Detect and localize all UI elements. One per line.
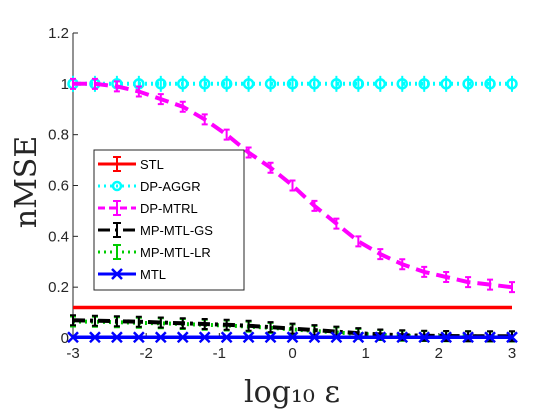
series-dp-mtrl-point [91, 77, 98, 90]
series-mtl-point [396, 331, 409, 344]
x-tick-label: 1 [361, 345, 369, 362]
series-mtl-point [89, 331, 101, 344]
series-dp-mtrl-point [399, 258, 406, 271]
series-mtl-point [154, 331, 167, 344]
legend-item-mp-mtl-lr-marker [113, 244, 121, 260]
series-dp-mtrl-point [245, 146, 252, 159]
series-dp-mtrl-point [157, 93, 164, 106]
legend: STL DP-AGGR DP-MTRL MP-MTL-GS MP-MTL-LR MTL [93, 149, 245, 291]
series-dp-mtrl-point [311, 199, 318, 212]
series-mtl-point [132, 331, 145, 344]
legend-item-mp-mtl-gs-marker [113, 222, 121, 238]
series-mtl-point [264, 331, 277, 344]
series-dp-mtrl-point [355, 235, 362, 248]
series-mtl-point [220, 331, 233, 344]
series-dp-mtrl-point [179, 100, 186, 113]
series-dp-mtrl-point [267, 161, 274, 174]
series-mtl-point [330, 331, 343, 344]
series-mp-mtl-gs-point [113, 315, 120, 328]
series-mtl-point [286, 331, 299, 344]
series-dp-mtrl-point [509, 281, 515, 294]
series-mtl-point [506, 331, 518, 344]
axes: -3 -2 -1 0 1 2 3 0 0.2 0.4 0.6 0.8 1 1.2 [48, 25, 516, 362]
series-mtl-point [484, 331, 496, 344]
y-tick-label: 1.2 [48, 25, 69, 42]
series-dp-mtrl-point [421, 265, 428, 278]
series-mtl-point [440, 331, 453, 344]
series-mp-mtl-gs-point [201, 318, 208, 331]
series-dp-mtrl-point [135, 85, 142, 98]
series-mtl-point [242, 331, 255, 344]
legend-item-mtl: MTL [98, 267, 166, 282]
x-tick-label: -1 [213, 345, 226, 362]
legend-item-stl-marker [113, 156, 121, 172]
series-dp-mtrl-point [443, 271, 450, 283]
legend-item-stl-label: STL [140, 157, 164, 172]
legend-item-dp-aggr-marker [111, 180, 123, 192]
legend-item-mtl-marker [111, 268, 123, 280]
legend-box [93, 149, 245, 291]
y-tick-label: 0 [61, 330, 69, 347]
legend-item-dp-mtrl: DP-MTRL [98, 200, 198, 216]
y-tick-label: 0.2 [48, 279, 69, 296]
series-dp-mtrl-point [377, 248, 384, 261]
x-tick-label: 3 [508, 345, 516, 362]
series-mtl [67, 331, 518, 344]
series-dp-mtrl-point [113, 80, 120, 93]
legend-item-mp-mtl-lr: MP-MTL-LR [98, 244, 211, 260]
series-mtl-point [418, 331, 431, 344]
series-mp-mtl-gs-point [245, 319, 252, 332]
legend-item-stl: STL [98, 156, 164, 172]
legend-item-mtl-label: MTL [140, 267, 166, 282]
series-mp-mtl-gs-point [179, 317, 186, 330]
legend-item-mp-mtl-gs: MP-MTL-GS [98, 222, 213, 238]
series-mtl-point [462, 331, 474, 344]
series-mtl-point [176, 331, 189, 344]
y-axis-label: nMSE [9, 136, 44, 229]
series-mtl-point [352, 331, 365, 344]
series-dp-mtrl-point [465, 276, 472, 289]
legend-item-mp-mtl-lr-label: MP-MTL-LR [140, 245, 211, 260]
series-mtl-point [308, 331, 321, 344]
series-mp-mtl-gs-point [135, 315, 142, 328]
series-dp-mtrl-line [73, 81, 513, 290]
series-dp-mtrl [70, 77, 515, 294]
x-axis-label: log₁₀ ε [244, 375, 340, 410]
series-dp-mtrl-point [289, 179, 296, 192]
x-tick-label: -3 [66, 345, 79, 362]
series-mp-mtl-gs-point [70, 314, 76, 327]
series-mp-mtl-gs-point [267, 321, 274, 334]
series-mtl-point [111, 331, 123, 344]
x-tick-label: -2 [139, 345, 152, 362]
legend-item-dp-mtrl-marker [113, 200, 121, 216]
legend-item-dp-aggr-label: DP-AGGR [140, 179, 201, 194]
series-dp-mtrl-point [223, 128, 230, 141]
y-tick-label: 0.4 [48, 228, 69, 245]
y-tick-label: 0.6 [48, 178, 69, 195]
series-dp-mtrl-point [487, 278, 494, 291]
series-mtl-point [374, 331, 387, 344]
series-mtl-point [67, 331, 79, 344]
series-dp-mtrl-point [201, 113, 208, 126]
legend-item-dp-mtrl-label: DP-MTRL [140, 201, 198, 216]
y-tick-label: 1 [61, 76, 69, 93]
series-dp-mtrl-point [333, 217, 340, 230]
x-tick-label: 2 [435, 345, 443, 362]
x-tick-label: 0 [288, 345, 296, 362]
series-dp-mtrl-point [70, 77, 76, 90]
series-layer [67, 75, 518, 344]
series-mp-mtl-gs-point [91, 314, 98, 327]
series-mtl-point [198, 331, 211, 344]
series-mp-mtl-gs-point [223, 318, 230, 331]
series-mp-mtl-gs-point [157, 316, 164, 329]
legend-item-dp-aggr: DP-AGGR [98, 179, 201, 194]
legend-item-mp-mtl-gs-label: MP-MTL-GS [140, 223, 213, 238]
y-tick-label: 0.8 [48, 127, 69, 144]
